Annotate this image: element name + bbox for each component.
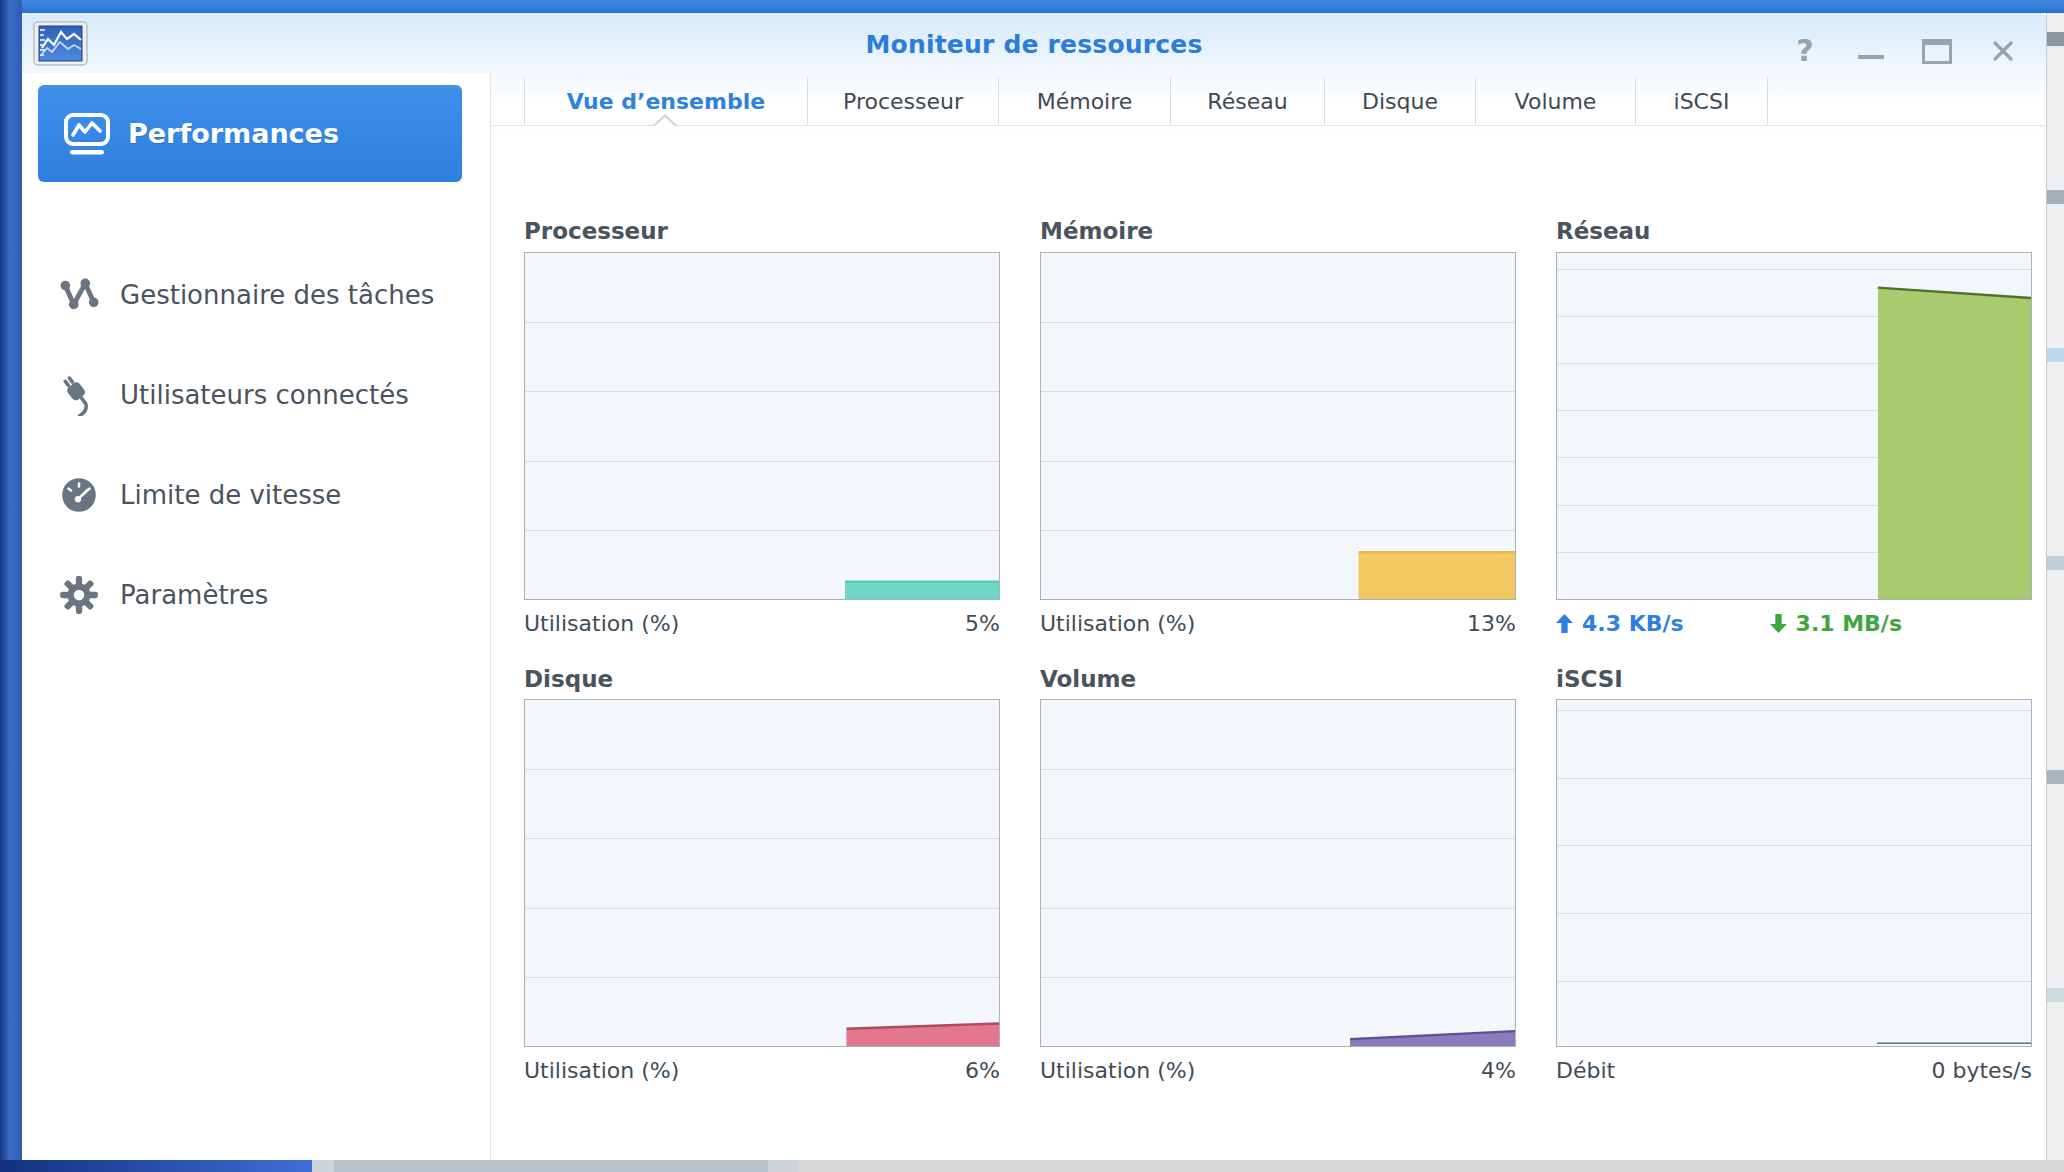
chart-area-memoire <box>1041 253 1515 599</box>
chart-panel-volume <box>1040 699 1516 1047</box>
usage-value: 4% <box>1481 1058 1516 1083</box>
usage-value: 13% <box>1467 611 1516 636</box>
desktop-right-strip <box>2046 13 2064 1160</box>
throughput-label: Débit <box>1556 1058 1615 1083</box>
tab-m-moire[interactable]: Mémoire <box>999 77 1171 125</box>
sidebar-item-label: Paramètres <box>120 580 268 610</box>
sidebar-item-label: Utilisateurs connectés <box>120 380 409 410</box>
usage-label-label: Utilisation (%) <box>1040 1058 1195 1083</box>
sidebar-item-label: Performances <box>128 118 339 149</box>
background-window-edge <box>2047 32 2064 46</box>
chart-footer-volume: Utilisation (%) 4% <box>1040 1058 1516 1083</box>
taskbar-fragment <box>0 1160 312 1172</box>
background-window-edge <box>2047 348 2064 362</box>
minimize-icon[interactable] <box>1854 34 1888 68</box>
taskbar-fragment <box>768 1160 798 1172</box>
chart-panel-reseau <box>1556 252 2032 600</box>
tab-volume[interactable]: Volume <box>1476 77 1636 125</box>
usage-label: Utilisation (%) <box>524 1058 679 1083</box>
background-window-edge <box>2047 770 2064 784</box>
download-rate-label: 3.1 MB/s <box>1796 611 1902 636</box>
throughput-value: 0 bytes/s <box>1932 1058 2032 1083</box>
upload-rate-label: 4.3 KB/s <box>1582 611 1684 636</box>
chart-footer-disque: Utilisation (%) 6% <box>524 1058 1000 1083</box>
window-title: Moniteur de ressources <box>22 30 2046 59</box>
download-arrow-icon <box>1770 614 1787 633</box>
usage-label: Utilisation (%) <box>1040 1058 1195 1083</box>
sidebar-item-performance-monitor[interactable]: Performances <box>38 85 462 182</box>
chart-area-iscsi <box>1557 700 2031 1046</box>
active-tab-notch <box>654 117 676 127</box>
taskbar-fragment <box>334 1160 768 1172</box>
desktop-bottom-strip <box>0 1160 2064 1172</box>
usage-label-label: Utilisation (%) <box>1040 611 1195 636</box>
sidebar-item-label: Gestionnaire des tâches <box>120 280 434 310</box>
speedometer-icon <box>58 474 100 516</box>
chart-panel-iscsi <box>1556 699 2032 1047</box>
tab-separator-line <box>490 125 2046 126</box>
chart-panel-processeur <box>524 252 1000 600</box>
plug-icon <box>58 374 100 416</box>
tab-processeur[interactable]: Processeur <box>808 77 999 125</box>
usage-label-label: Utilisation (%) <box>524 611 679 636</box>
resource-monitor-window: Moniteur de ressources ? Performances Ge… <box>22 13 2046 1160</box>
tab-disque[interactable]: Disque <box>1325 77 1476 125</box>
taskbar-fragment <box>312 1160 334 1172</box>
chart-title-reseau: Réseau <box>1556 218 2032 244</box>
tab-r-seau[interactable]: Réseau <box>1171 77 1325 125</box>
chart-footer-processeur: Utilisation (%) 5% <box>524 611 1000 636</box>
chart-area-disque <box>525 700 999 1046</box>
tab-bar: Vue d’ensembleProcesseurMémoireRéseauDis… <box>524 77 1768 125</box>
throughput-label-label: Débit <box>1556 1058 1615 1083</box>
sidebar-divider <box>490 71 491 1160</box>
background-window-edge <box>2047 556 2064 570</box>
upload-rate: 4.3 KB/s <box>1556 611 1684 636</box>
usage-label: Utilisation (%) <box>1040 611 1195 636</box>
sidebar-item-speedometer[interactable]: Limite de vitesse <box>22 463 490 527</box>
usage-value: 5% <box>965 611 1000 636</box>
performance-monitor-icon <box>62 110 112 158</box>
chart-panel-disque <box>524 699 1000 1047</box>
chart-title-disque: Disque <box>524 666 1000 692</box>
chart-area-reseau <box>1557 253 2031 599</box>
close-icon[interactable] <box>1986 34 2020 68</box>
desktop-left-strip <box>0 0 22 1172</box>
upload-arrow-icon <box>1556 614 1573 633</box>
usage-value-label: 4% <box>1481 1058 1516 1083</box>
chart-footer-iscsi: Débit 0 bytes/s <box>1556 1058 2032 1083</box>
sidebar: Performances Gestionnaire des tâches Uti… <box>22 73 490 1160</box>
chart-title-volume: Volume <box>1040 666 1516 692</box>
task-graph-icon <box>58 274 100 316</box>
usage-value-label: 13% <box>1467 611 1516 636</box>
sidebar-item-task-graph[interactable]: Gestionnaire des tâches <box>22 263 490 327</box>
chart-panel-memoire <box>1040 252 1516 600</box>
chart-title-iscsi: iSCSI <box>1556 666 2032 692</box>
sidebar-item-gear[interactable]: Paramètres <box>22 563 490 627</box>
chart-footer-reseau: 4.3 KB/s 3.1 MB/s <box>1556 611 2032 636</box>
chart-area-volume <box>1041 700 1515 1046</box>
maximize-icon[interactable] <box>1920 34 1954 68</box>
download-rate: 3.1 MB/s <box>1770 611 1902 636</box>
usage-value: 6% <box>965 1058 1000 1083</box>
desktop-top-strip <box>0 0 2064 13</box>
tab-iscsi[interactable]: iSCSI <box>1636 77 1768 125</box>
window-controls: ? <box>1788 33 2020 69</box>
usage-value-label: 5% <box>965 611 1000 636</box>
sidebar-item-label: Limite de vitesse <box>120 480 341 510</box>
usage-label-label: Utilisation (%) <box>524 1058 679 1083</box>
background-window-edge <box>2047 190 2064 204</box>
usage-label: Utilisation (%) <box>524 611 679 636</box>
gear-icon <box>58 574 100 616</box>
sidebar-item-plug[interactable]: Utilisateurs connectés <box>22 363 490 427</box>
chart-footer-memoire: Utilisation (%) 13% <box>1040 611 1516 636</box>
background-window-edge <box>2047 988 2064 1002</box>
throughput-value-label: 0 bytes/s <box>1932 1058 2032 1083</box>
chart-area-processeur <box>525 253 999 599</box>
chart-title-memoire: Mémoire <box>1040 218 1516 244</box>
help-icon[interactable]: ? <box>1788 34 1822 68</box>
chart-title-processeur: Processeur <box>524 218 1000 244</box>
usage-value-label: 6% <box>965 1058 1000 1083</box>
